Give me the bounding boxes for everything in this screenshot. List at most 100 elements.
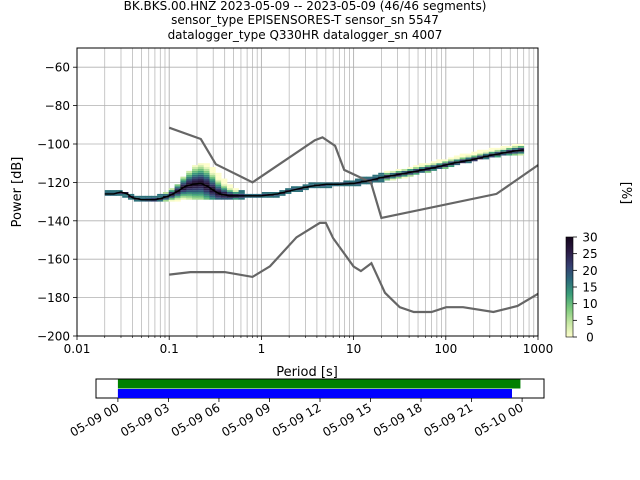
density-cell — [145, 197, 152, 200]
density-cell — [360, 182, 368, 185]
density-cell — [413, 172, 420, 175]
density-cell — [448, 165, 455, 168]
density-cell — [407, 167, 414, 169]
density-cell — [110, 190, 117, 192]
x-tick-label: 100 — [434, 342, 457, 356]
density-cell — [494, 151, 501, 154]
density-cell — [320, 186, 327, 189]
density-cell — [360, 176, 368, 179]
density-cell — [389, 178, 397, 181]
density-cell — [331, 182, 338, 185]
density-cell — [395, 170, 402, 173]
density-cell — [436, 159, 443, 162]
title-line-2: sensor_type EPISENSORES-T sensor_sn 5547 — [171, 13, 439, 27]
y-axis-ticks: −200 −180 −160 −140 −120 −100 −80 −60 — [37, 61, 77, 344]
density-cell — [145, 199, 152, 202]
colorbar-label: [%] — [618, 182, 633, 205]
density-cell — [226, 190, 234, 192]
title-line-3: datalogger_type Q330HR datalogger_sn 400… — [168, 28, 443, 42]
density-cell — [325, 184, 333, 187]
density-cell — [203, 182, 210, 185]
x-tick-label: 1 — [258, 342, 266, 356]
x-axis-label: Period [s] — [276, 365, 338, 380]
density-cell — [343, 184, 350, 187]
timeline-tick-label: 05-09 12 — [270, 400, 324, 439]
density-cell — [180, 197, 187, 200]
x-axis-ticks: 0.01 0.1 1 10 100 1000 — [64, 336, 553, 356]
density-cell — [180, 176, 187, 179]
density-cell — [128, 193, 135, 196]
density-cell — [168, 192, 175, 194]
density-cell — [203, 163, 210, 166]
density-cell — [517, 147, 525, 150]
colorbar-tick-label: 15 — [582, 281, 597, 295]
density-cell — [197, 165, 205, 168]
timeline-tick-label: 05-09 18 — [371, 400, 425, 439]
density-cell — [197, 186, 205, 189]
density-cell — [308, 186, 315, 189]
density-cell — [337, 184, 344, 187]
density-cell — [203, 197, 210, 200]
density-cell — [453, 159, 461, 162]
timeline-tick-label: 05-10 00 — [472, 400, 526, 439]
density-cell — [267, 195, 274, 198]
density-cell — [459, 153, 466, 156]
density-cell — [232, 197, 239, 200]
mode-curve — [104, 149, 524, 201]
density-cell — [226, 192, 234, 194]
density-cell — [180, 182, 187, 185]
density-cell — [209, 182, 216, 185]
density-cell — [279, 193, 286, 196]
density-cell — [197, 197, 205, 200]
density-cell — [442, 165, 449, 168]
timeline-tick-label: 05-09 06 — [169, 400, 223, 439]
density-cell — [215, 186, 222, 189]
density-cell — [192, 180, 199, 183]
colorbar-tick-label: 20 — [582, 264, 597, 278]
density-cell — [488, 151, 496, 154]
density-cell — [197, 163, 205, 166]
density-cell — [192, 186, 199, 189]
density-cell — [482, 153, 490, 156]
density-cell — [215, 190, 222, 192]
x-tick-label: 0.1 — [160, 342, 179, 356]
density-cell — [430, 165, 437, 168]
density-cell — [442, 159, 449, 162]
density-cell — [482, 151, 490, 154]
density-cell — [407, 174, 414, 177]
density-cell — [197, 178, 205, 181]
density-cell — [448, 157, 455, 160]
density-cell — [192, 168, 199, 171]
density-cell — [122, 195, 129, 198]
timeline-tick-label: 05-09 03 — [118, 400, 172, 439]
density-cell — [162, 199, 170, 202]
density-cell — [279, 190, 286, 192]
density-cell — [285, 192, 292, 194]
density-cell — [471, 153, 478, 156]
density-cell — [192, 167, 199, 169]
timeline-tick-label: 05-09 00 — [68, 400, 122, 439]
density-cell — [174, 184, 181, 187]
density-cell — [174, 195, 181, 198]
density-cell — [209, 192, 216, 194]
density-cell — [221, 197, 228, 200]
density-cell — [197, 167, 205, 169]
density-cell — [203, 190, 210, 192]
timeline-tick-label: 05-09 21 — [421, 400, 475, 439]
density-cell — [174, 193, 181, 196]
density-cell — [186, 195, 193, 198]
density-cell — [174, 188, 181, 191]
colorbar-ticks: 0 5 10 15 20 25 30 — [573, 231, 598, 345]
density-cell — [203, 167, 210, 169]
density-cell — [151, 197, 158, 200]
density-cell — [221, 184, 228, 187]
density-cell — [209, 167, 216, 169]
density-cell — [133, 199, 141, 202]
density-cell — [110, 192, 117, 194]
density-cell — [389, 172, 397, 175]
density-cell — [401, 168, 408, 171]
density-cell — [145, 195, 152, 198]
density-cell — [384, 170, 391, 173]
density-cell — [436, 161, 443, 164]
